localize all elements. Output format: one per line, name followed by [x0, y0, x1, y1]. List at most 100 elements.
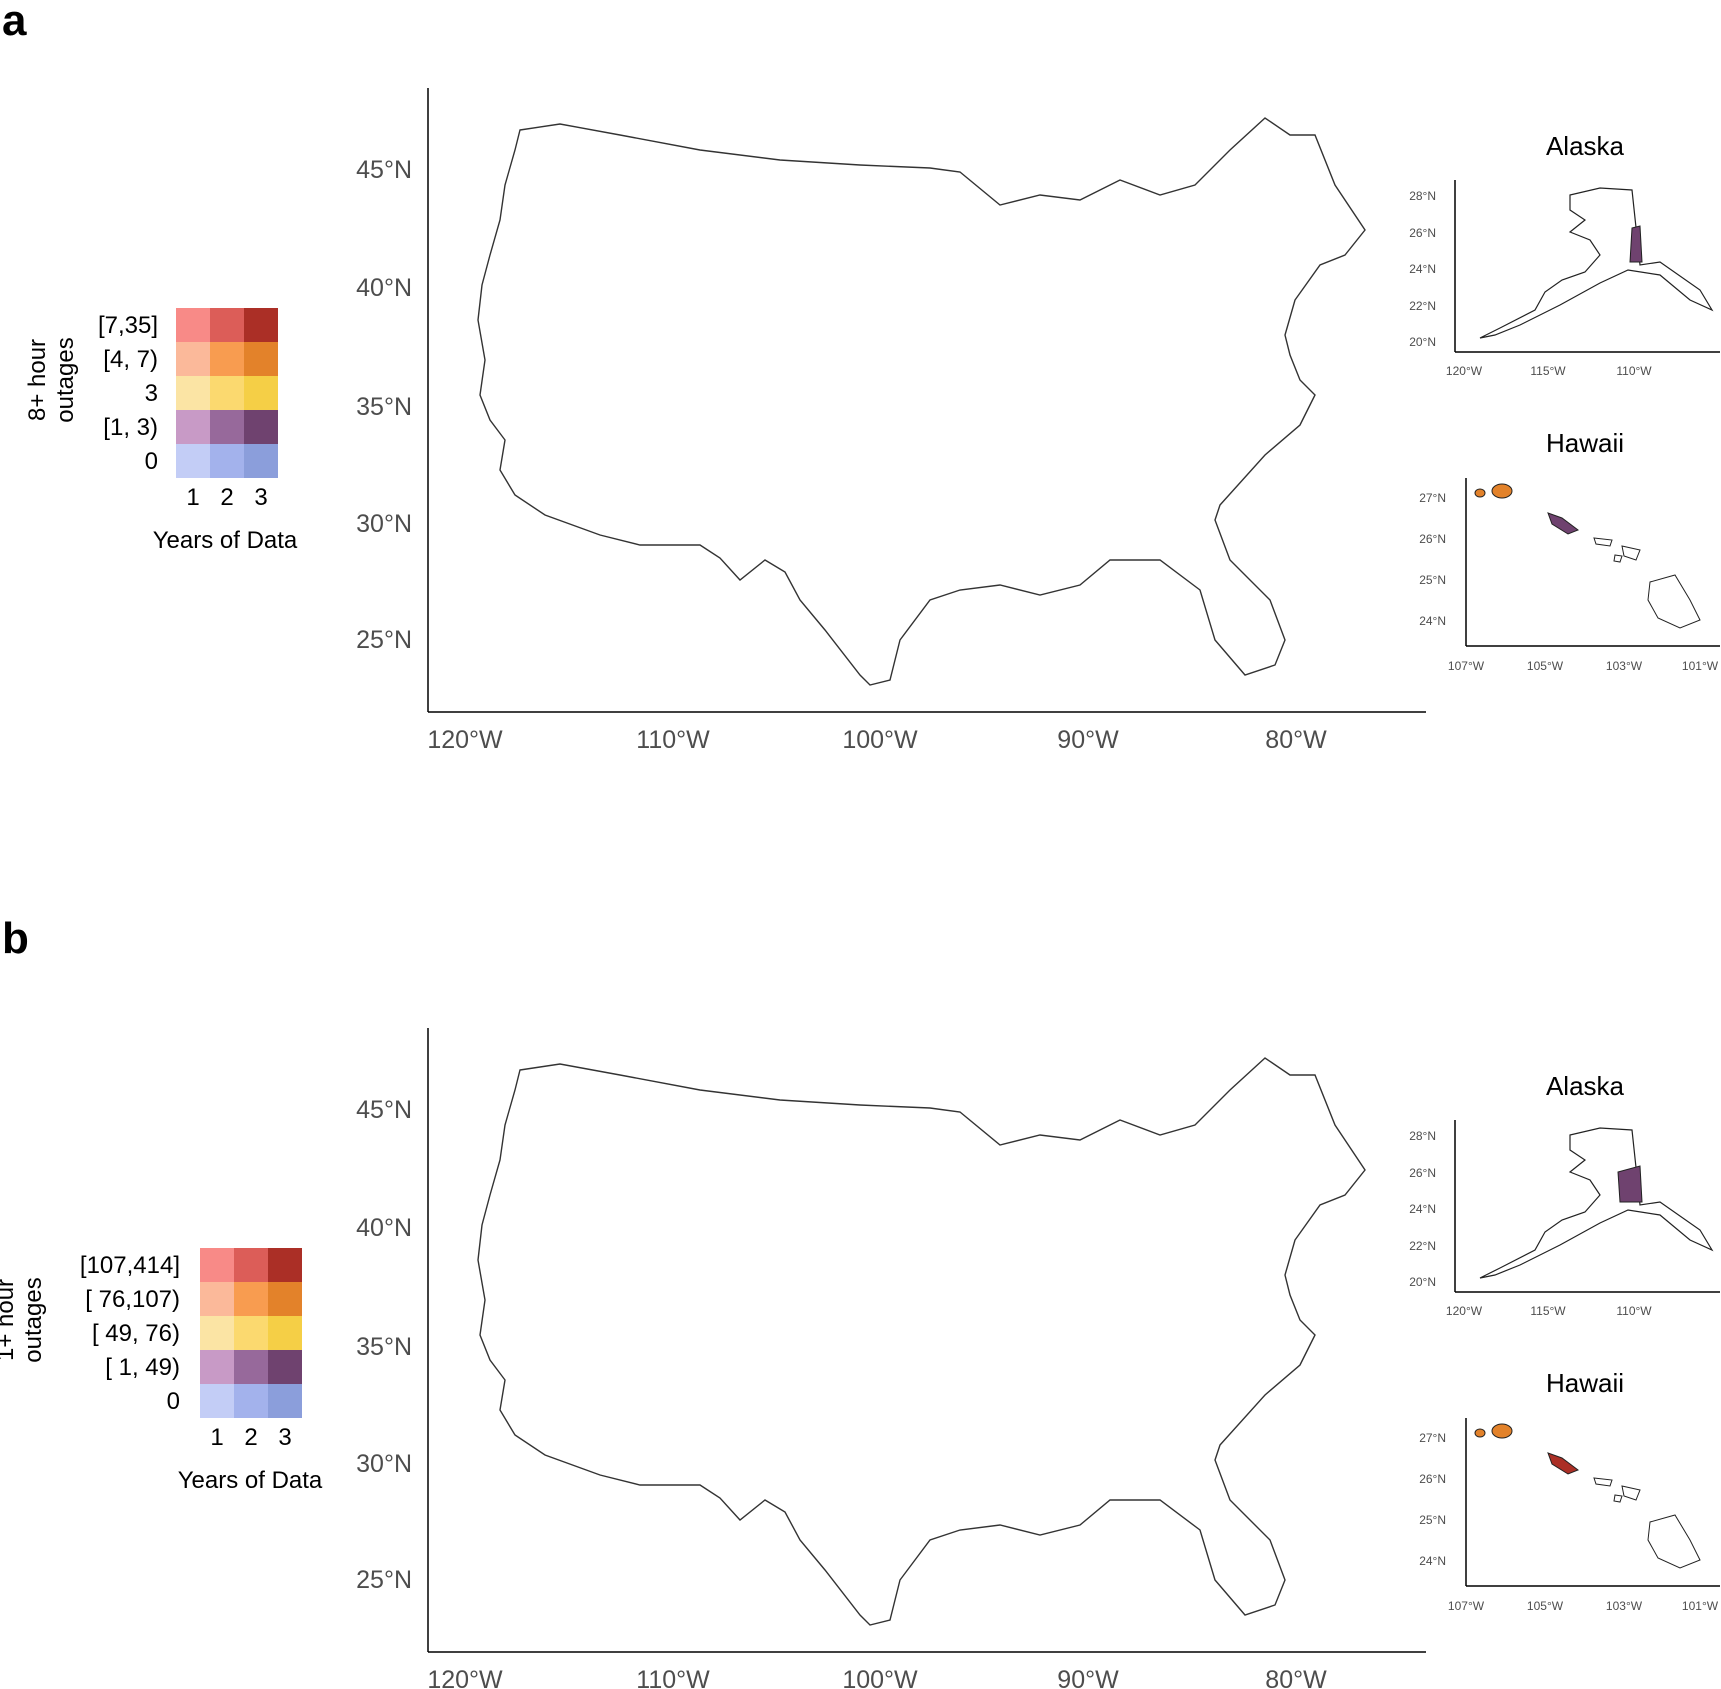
county-cell — [1130, 118, 1150, 125]
county-cell — [874, 1063, 894, 1079]
county-cell — [1338, 1553, 1358, 1570]
county-cell — [1146, 1609, 1166, 1625]
county-cell — [730, 1595, 751, 1611]
county-cell — [506, 1553, 527, 1572]
county-cell — [1066, 118, 1088, 125]
county-cell — [970, 165, 993, 181]
county-cell — [970, 1623, 988, 1625]
county-cell — [1338, 389, 1358, 407]
county-cell — [522, 1483, 544, 1499]
county-cell — [478, 123, 493, 143]
county-cell — [1354, 1539, 1365, 1558]
us-outline — [477, 117, 1366, 686]
county-cell — [1178, 137, 1196, 157]
county-cell — [1034, 1567, 1056, 1586]
county-cell — [1306, 1595, 1328, 1612]
county-cell — [1210, 137, 1229, 157]
county-cell — [1290, 1609, 1308, 1625]
county-cell — [922, 641, 943, 659]
county-cell — [1130, 1525, 1150, 1543]
county-cell — [698, 1497, 716, 1514]
county-cell — [1226, 1441, 1247, 1460]
county-cell — [1258, 529, 1279, 547]
county-cell — [522, 655, 545, 671]
county-cell — [1338, 1609, 1358, 1625]
county-cell — [1354, 1553, 1365, 1572]
county-cell — [554, 529, 574, 548]
county-cell — [730, 123, 750, 143]
county-cell — [1290, 1058, 1312, 1065]
county-cell — [1162, 1091, 1184, 1110]
legend-swatch — [200, 1282, 234, 1316]
county-cell — [890, 118, 911, 126]
county-cell — [1050, 118, 1070, 129]
county-cell — [478, 1553, 496, 1570]
county-cell — [1290, 571, 1308, 589]
county-cell — [826, 1595, 848, 1611]
county-cell — [478, 1595, 494, 1613]
legend-col-label: 3 — [278, 1424, 291, 1451]
county-cell — [1034, 683, 1057, 685]
county-cell — [1338, 1273, 1356, 1291]
county-cell — [730, 1058, 749, 1069]
county-cell — [1098, 1623, 1118, 1625]
county-cell — [1130, 1539, 1151, 1558]
county-cell — [1306, 1609, 1324, 1625]
county-cell — [1338, 1497, 1356, 1515]
county-cell — [1098, 683, 1119, 685]
county-cell — [682, 1567, 703, 1587]
county-cell — [1274, 1483, 1296, 1500]
county-cell — [618, 1497, 639, 1517]
county-cell — [810, 1058, 831, 1068]
county-cell — [1306, 319, 1327, 338]
county-cell — [586, 1511, 604, 1527]
hawaii-island-big-island — [1647, 1514, 1701, 1569]
legend-row-label: [ 49, 76) — [92, 1320, 180, 1347]
county-cell — [1146, 1091, 1166, 1107]
county-cell — [954, 1623, 975, 1625]
county-cell — [794, 137, 814, 156]
county-cell — [1178, 118, 1199, 128]
county-cell — [810, 1077, 830, 1097]
lon-tick-labels: 120°W 110°W 100°W 90°W 80°W — [427, 726, 1327, 754]
county-cell — [1322, 473, 1340, 489]
county-cell — [1290, 1567, 1313, 1584]
county-cell — [826, 1609, 847, 1625]
county-cell — [1258, 1413, 1279, 1433]
county-cell — [490, 683, 510, 685]
county-cell — [714, 599, 732, 615]
county-cell — [554, 543, 575, 561]
county-cell — [1082, 1595, 1103, 1611]
county-cell — [794, 1553, 813, 1570]
county-cell — [1354, 263, 1365, 280]
county-cell — [1274, 1385, 1293, 1403]
county-cell — [1114, 627, 1136, 647]
county-cell — [1354, 123, 1365, 140]
county-cell — [1322, 543, 1342, 561]
county-cell — [602, 641, 621, 659]
county-cell — [938, 1058, 959, 1067]
county-cell — [1354, 1259, 1365, 1276]
county-cell — [490, 515, 511, 535]
county-cell — [1306, 305, 1326, 324]
county-cell — [522, 599, 545, 618]
county-cell — [1306, 1259, 1328, 1277]
county-cell — [666, 669, 686, 685]
county-cell — [602, 543, 622, 561]
county-cell — [506, 641, 527, 660]
county-cell — [1290, 1483, 1310, 1501]
county-cell — [1322, 1371, 1342, 1390]
main-map: 45°N40°N35°N30°N25°N 120°W 110°W 100°W 90°W… — [356, 1028, 1426, 1689]
county-cell — [1306, 1343, 1329, 1363]
county-cell — [666, 1567, 684, 1587]
hawaii-island-oahu — [1547, 1452, 1580, 1475]
county-cell — [522, 1595, 545, 1614]
county-cell — [1274, 1469, 1297, 1489]
county-cell — [570, 1497, 589, 1513]
county-cell — [1290, 515, 1311, 533]
county-cell — [1290, 1497, 1310, 1515]
county-cell — [1210, 1077, 1230, 1095]
county-cell — [1322, 669, 1341, 685]
